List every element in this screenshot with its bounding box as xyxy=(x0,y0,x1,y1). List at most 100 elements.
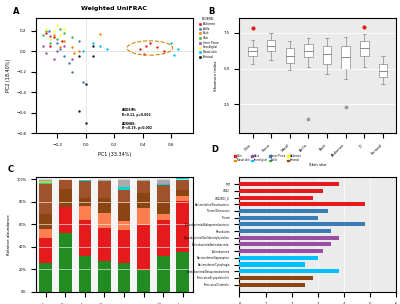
Bar xyxy=(157,256,170,292)
Point xyxy=(51,28,58,33)
Point xyxy=(66,61,72,66)
FancyBboxPatch shape xyxy=(379,64,387,77)
Text: A: A xyxy=(12,7,19,16)
Point xyxy=(361,24,368,29)
Bar xyxy=(118,203,130,221)
Point xyxy=(249,26,256,31)
Bar xyxy=(78,220,91,256)
Bar xyxy=(78,181,91,198)
Bar xyxy=(78,206,91,220)
Text: B: B xyxy=(208,7,214,16)
Bar xyxy=(40,263,52,292)
Bar xyxy=(40,184,52,214)
Point xyxy=(43,30,49,35)
Bar xyxy=(240,216,318,219)
Bar xyxy=(98,228,111,261)
Point xyxy=(76,49,82,54)
Bar xyxy=(40,238,52,263)
Bar xyxy=(240,256,318,260)
Point xyxy=(168,40,174,45)
Bar xyxy=(40,182,52,184)
Y-axis label: Relative abundance: Relative abundance xyxy=(6,214,10,255)
FancyBboxPatch shape xyxy=(286,48,294,63)
Point xyxy=(47,33,54,38)
Bar xyxy=(240,209,328,213)
Bar xyxy=(40,181,52,182)
Bar xyxy=(240,249,323,253)
Text: D: D xyxy=(211,145,218,154)
Bar xyxy=(118,179,130,187)
Point xyxy=(46,28,52,33)
Bar xyxy=(137,181,150,193)
Point xyxy=(43,51,49,56)
Bar xyxy=(240,202,365,206)
Text: ANOSIM:
R=0.11, p=0.003: ANOSIM: R=0.11, p=0.003 xyxy=(122,108,151,116)
Point xyxy=(47,40,54,45)
Point xyxy=(154,45,160,50)
Bar xyxy=(137,225,150,271)
Bar xyxy=(240,195,312,199)
Point xyxy=(76,38,82,43)
Bar xyxy=(240,189,323,193)
Bar xyxy=(157,185,170,201)
Point xyxy=(51,32,58,37)
Point xyxy=(61,43,68,48)
Point xyxy=(305,116,312,121)
Text: ADONIS:
R²=0.19, p=0.002: ADONIS: R²=0.19, p=0.002 xyxy=(122,122,152,130)
Point xyxy=(58,38,65,43)
Bar xyxy=(137,193,150,209)
Bar xyxy=(137,179,150,181)
Point xyxy=(57,45,63,50)
Bar xyxy=(240,276,312,280)
Bar xyxy=(59,189,72,207)
Bar xyxy=(98,213,111,228)
X-axis label: PC1 (33.34%): PC1 (33.34%) xyxy=(98,153,131,157)
Point xyxy=(71,51,78,56)
Point xyxy=(40,43,46,48)
Bar xyxy=(98,261,111,292)
Bar xyxy=(240,222,365,226)
Bar xyxy=(176,196,189,201)
Legend: Abdomen, Axilla, Back, Chin, Inner Pinna, Interdigital, Nasal skin, Perianal: Abdomen, Axilla, Back, Chin, Inner Pinna… xyxy=(197,17,219,59)
Point xyxy=(83,120,89,125)
FancyBboxPatch shape xyxy=(267,40,275,51)
Bar xyxy=(137,209,150,225)
Point xyxy=(76,108,82,113)
Bar xyxy=(118,230,130,263)
Point xyxy=(54,23,60,28)
Point xyxy=(47,43,54,48)
Point xyxy=(342,105,349,110)
Point xyxy=(61,30,68,35)
Bar xyxy=(240,262,305,267)
Bar xyxy=(157,184,170,185)
Bar xyxy=(59,207,72,233)
Point xyxy=(61,54,68,59)
Bar xyxy=(240,229,331,233)
Point xyxy=(47,36,54,41)
FancyBboxPatch shape xyxy=(323,46,331,64)
Text: C: C xyxy=(8,165,14,174)
Point xyxy=(61,26,68,31)
Point xyxy=(43,28,49,33)
Point xyxy=(90,40,96,45)
FancyBboxPatch shape xyxy=(248,47,257,56)
Point xyxy=(43,26,49,31)
Bar xyxy=(118,263,130,292)
Bar xyxy=(176,174,189,177)
Bar xyxy=(118,187,130,190)
Point xyxy=(147,40,153,45)
Bar xyxy=(78,180,91,181)
Bar xyxy=(176,252,189,292)
Point xyxy=(54,49,60,54)
Point xyxy=(80,79,86,84)
Point xyxy=(57,32,63,37)
Bar xyxy=(240,242,331,247)
Bar xyxy=(40,229,52,238)
Point xyxy=(40,32,46,37)
Bar xyxy=(59,180,72,189)
Point xyxy=(104,47,110,51)
Point xyxy=(57,47,63,51)
Bar xyxy=(240,269,339,273)
Bar xyxy=(176,178,189,180)
Point xyxy=(175,47,182,51)
